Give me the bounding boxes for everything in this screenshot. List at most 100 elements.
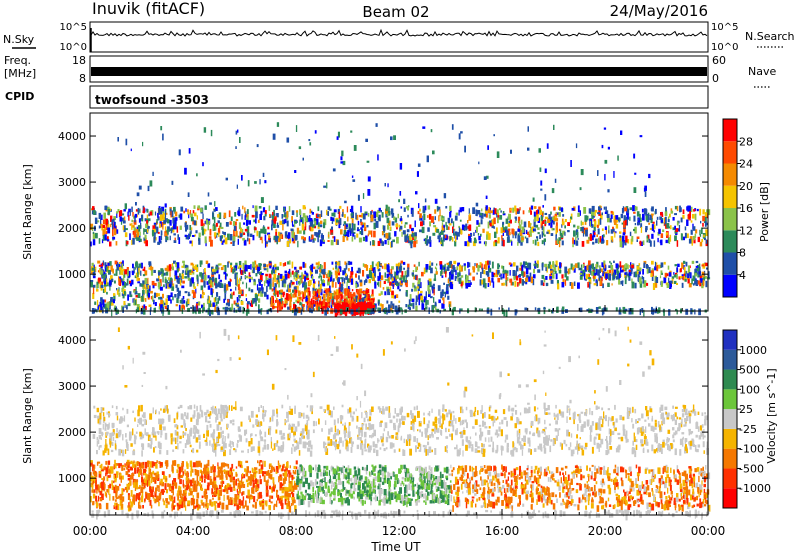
echo-cell [137, 281, 141, 284]
echo-cell [204, 236, 207, 244]
echo-cell [491, 261, 494, 269]
echo-cell [344, 288, 346, 295]
echo-cell [477, 210, 481, 215]
echo-cell [608, 441, 612, 445]
nsky-left-tick-bottom: 10^0 [60, 42, 87, 53]
echo-cell [91, 262, 94, 266]
echo-cell [426, 449, 429, 456]
echo-cell [400, 260, 403, 264]
echo-cell [488, 260, 491, 265]
echo-cell [233, 265, 235, 269]
echo-cell [410, 241, 413, 249]
echo-cell [206, 281, 209, 285]
echo-cell [537, 227, 540, 230]
echo-cell [674, 230, 677, 234]
echo-cell [339, 288, 343, 291]
echo-cell [169, 270, 171, 277]
echo-cell [405, 276, 407, 281]
echo-cell [550, 439, 553, 442]
echo-cell [370, 211, 373, 218]
echo-cell [245, 309, 248, 316]
echo-cell [417, 210, 420, 215]
echo-cell [205, 260, 209, 264]
echo-cell [371, 273, 374, 277]
echo-cell [611, 416, 614, 421]
echo-cell [328, 297, 331, 303]
echo-cell [170, 281, 173, 288]
echo-cell [404, 222, 408, 225]
echo-cell [162, 225, 164, 230]
echo-cell [353, 223, 356, 231]
echo-cell [424, 205, 427, 211]
echo-cell [118, 211, 121, 218]
echo-cell [252, 267, 255, 274]
echo-cell [351, 289, 354, 292]
echo-cell [579, 307, 583, 313]
echo-cell [420, 295, 423, 301]
echo-cell [109, 261, 112, 266]
echo-cell [577, 205, 580, 213]
echo-cell [253, 278, 256, 282]
echo-cell [492, 441, 494, 449]
echo-cell [410, 420, 413, 425]
echo-cell [607, 420, 610, 427]
echo-cell [665, 273, 669, 277]
echo-cell [307, 292, 309, 298]
echo-cell [460, 308, 463, 311]
echo-cell [141, 214, 143, 219]
echo-cell [299, 307, 302, 313]
echo-cell [201, 276, 203, 280]
echo-cell [443, 282, 445, 285]
echo-cell [256, 284, 259, 291]
echo-cell [346, 282, 348, 289]
echo-cell [357, 267, 361, 273]
echo-cell [238, 298, 240, 302]
echo-cell [248, 275, 251, 283]
echo-cell [353, 145, 357, 151]
echo-cell [497, 263, 500, 270]
echo-cell [362, 263, 365, 267]
echo-cell [508, 213, 511, 220]
echo-cell [699, 208, 702, 216]
echo-cell [477, 264, 480, 272]
echo-cell [128, 270, 131, 278]
echo-cell [110, 434, 113, 441]
echo-cell [287, 271, 290, 274]
echo-cell [379, 408, 382, 413]
echo-cell [129, 210, 131, 216]
echo-cell [514, 423, 517, 429]
echo-cell [286, 289, 290, 292]
echo-cell [434, 266, 437, 269]
echo-cell [100, 263, 103, 269]
echo-cell [494, 231, 497, 238]
echo-cell [302, 281, 306, 288]
echo-cell [623, 220, 626, 228]
echo-cell [286, 220, 289, 227]
echo-cell [255, 300, 257, 307]
echo-cell [562, 230, 566, 235]
echo-cell [355, 284, 358, 289]
echo-cell [391, 266, 394, 270]
echo-cell [289, 296, 292, 299]
echo-cell [464, 265, 466, 271]
echo-cell [654, 261, 657, 268]
echo-cell [544, 212, 548, 215]
echo-cell [699, 266, 701, 272]
echo-cell [315, 269, 318, 274]
echo-cell [416, 438, 419, 444]
echo-cell [294, 266, 297, 270]
echo-cell [649, 214, 652, 221]
echo-cell [509, 270, 511, 276]
echo-cell [506, 229, 508, 236]
echo-cell [328, 303, 330, 307]
echo-cell [317, 295, 320, 298]
echo-cell [104, 234, 107, 241]
echo-cell [224, 290, 226, 294]
echo-cell [92, 231, 95, 234]
echo-cell [547, 437, 549, 443]
echo-cell [356, 289, 359, 295]
echo-cell [698, 308, 701, 316]
echo-cell [217, 432, 221, 439]
echo-cell [415, 445, 417, 453]
echo-cell [706, 448, 709, 455]
